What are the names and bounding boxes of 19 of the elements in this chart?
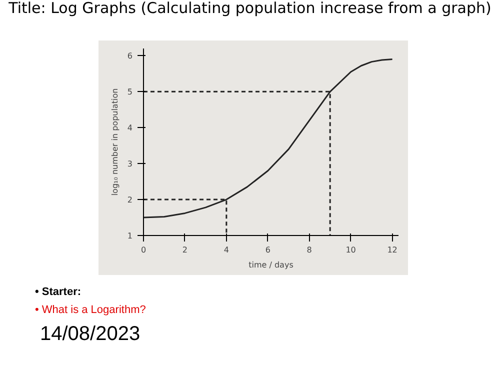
y-tick-label: 4 (127, 124, 133, 133)
y-axis-title: log₁₀ number in population (110, 88, 120, 196)
x-tick-label: 4 (224, 246, 229, 254)
text: • What is a Logarithm? (35, 302, 146, 318)
y-tick-label: 2 (127, 196, 133, 205)
y-tick-label: 5 (127, 88, 133, 97)
x-tick-label: 8 (306, 246, 312, 254)
text: 14/08/2023 (40, 322, 140, 348)
x-tick-label: 2 (182, 246, 188, 254)
x-tick-label: 12 (387, 246, 398, 254)
x-tick-label: 0 (140, 246, 146, 254)
y-tick-label: 1 (127, 232, 133, 240)
x-tick-label: 10 (346, 246, 356, 254)
y-tick-label: 3 (127, 160, 133, 169)
x-axis-title: time / days (248, 260, 294, 270)
text: • Starter: (35, 285, 82, 300)
y-tick-label: 6 (127, 52, 133, 61)
chart-title: Title: Log Graphs (Calculating population increase from a graph) (8, 0, 492, 17)
x-tick-label: 6 (265, 246, 270, 254)
